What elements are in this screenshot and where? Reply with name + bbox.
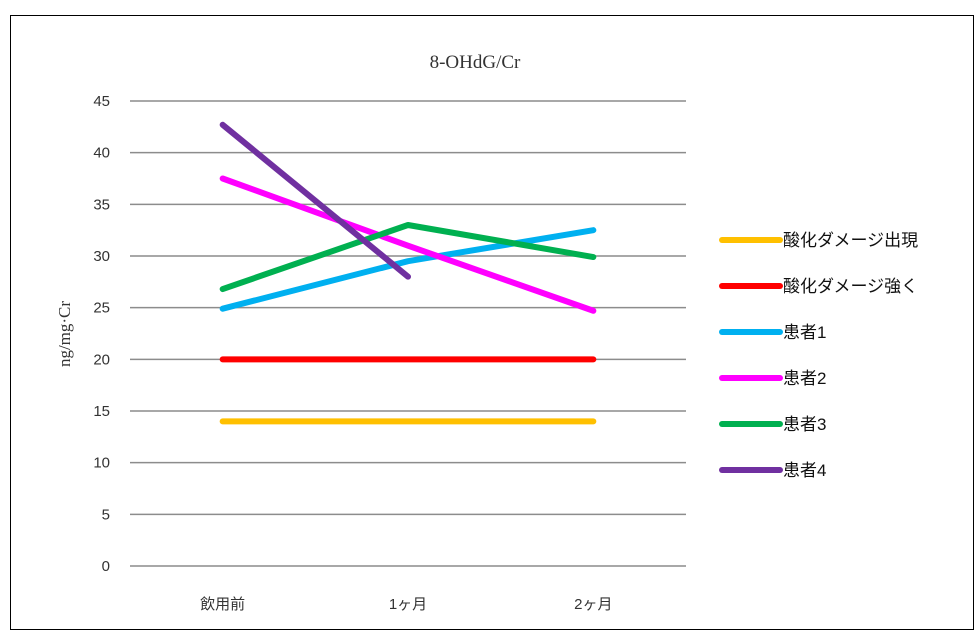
y-tick-label: 5	[102, 506, 110, 523]
y-tick-label: 10	[93, 455, 110, 472]
y-tick-label: 40	[93, 145, 110, 162]
y-tick-label: 0	[102, 558, 110, 575]
x-tick-label: 1ヶ月	[389, 596, 427, 613]
legend-label: 患者4	[783, 461, 826, 480]
gridlines	[130, 101, 686, 566]
legend-label: 患者3	[783, 415, 826, 434]
y-tick-label: 20	[93, 351, 110, 368]
legend-label: 酸化ダメージ強く	[783, 277, 918, 296]
legend-label: 患者2	[783, 369, 826, 388]
x-tick-label: 飲用前	[200, 596, 245, 613]
y-tick-label: 25	[93, 300, 110, 317]
y-tick-label: 30	[93, 248, 110, 265]
series-lines	[223, 125, 594, 422]
y-tick-label: 15	[93, 403, 110, 420]
y-axis-ticks: 0 5 10 15 20 25 30 35 40 45	[93, 93, 110, 575]
y-tick-label: 45	[93, 93, 110, 110]
legend-label: 患者1	[783, 323, 826, 342]
chart-title: 8-OHdG/Cr	[430, 52, 521, 73]
legend-label: 酸化ダメージ出現	[783, 231, 918, 250]
y-tick-label: 35	[93, 196, 110, 213]
x-axis-ticks: 飲用前 1ヶ月 2ヶ月	[200, 596, 612, 613]
y-axis-label: ng/mg·Cr	[55, 301, 74, 367]
x-tick-label: 2ヶ月	[574, 596, 612, 613]
